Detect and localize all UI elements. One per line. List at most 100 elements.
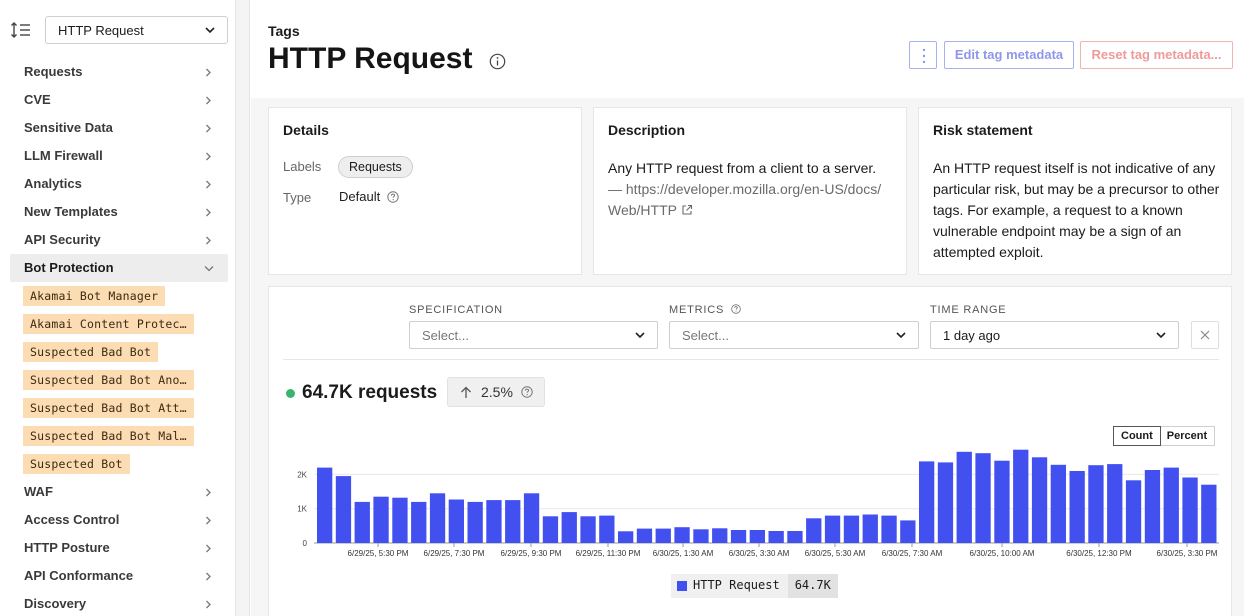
chart-bar[interactable]	[486, 500, 502, 543]
chart-bar[interactable]	[655, 528, 671, 543]
chart-bar[interactable]	[1107, 464, 1123, 543]
sidebar-subitem[interactable]: Suspected Bad Bot Mal…	[10, 422, 228, 450]
chart-bar[interactable]	[1144, 470, 1161, 543]
more-actions-button[interactable]	[909, 41, 937, 69]
chart-bar[interactable]	[467, 501, 483, 543]
sidebar-subitem[interactable]: Suspected Bad Bot Ano…	[10, 366, 228, 394]
sidebar-item-access-control[interactable]: Access Control	[10, 506, 228, 534]
chart-bar[interactable]	[580, 516, 596, 543]
chart-bar[interactable]	[1069, 471, 1085, 543]
chart-bar[interactable]	[730, 530, 747, 543]
chart-bar[interactable]	[843, 515, 860, 543]
chevron-right-icon	[206, 544, 211, 553]
sidebar-item-discovery[interactable]: Discovery	[10, 590, 228, 616]
help-icon[interactable]	[521, 386, 533, 398]
sidebar-splitter[interactable]	[236, 0, 250, 616]
sidebar-item-llm-firewall[interactable]: LLM Firewall	[10, 142, 228, 170]
chart-bar[interactable]	[768, 531, 784, 543]
x-tick-label: 6/30/25, 5:30 AM	[805, 549, 866, 558]
chart-bar[interactable]	[900, 520, 916, 543]
sidebar-subitem[interactable]: Akamai Content Protec…	[10, 310, 228, 338]
sidebar-item-cve[interactable]: CVE	[10, 86, 228, 114]
sidebar-item-requests[interactable]: Requests	[10, 58, 228, 86]
chart-bar[interactable]	[806, 518, 822, 543]
chart-bar[interactable]	[1182, 477, 1198, 544]
chart-bar[interactable]	[561, 512, 577, 543]
reset-tag-metadata-button[interactable]: Reset tag metadata...	[1080, 41, 1233, 69]
chart-bar[interactable]	[919, 461, 935, 543]
specification-select[interactable]: Select...	[409, 321, 658, 349]
risk-text: An HTTP request itself is not indicative…	[933, 160, 1220, 260]
chart-bar[interactable]	[1088, 465, 1104, 543]
description-link-line-2[interactable]: Web/HTTP	[608, 202, 677, 218]
chart-bar[interactable]	[523, 493, 540, 543]
description-link[interactable]: Web/HTTP	[608, 200, 900, 221]
chart-bar[interactable]	[636, 528, 653, 543]
chart-bar[interactable]	[994, 460, 1010, 543]
sidebar-item-api-security[interactable]: API Security	[10, 226, 228, 254]
chart-bar[interactable]	[1013, 449, 1029, 543]
chart-bar[interactable]	[749, 530, 765, 543]
chart-bar[interactable]	[1125, 480, 1142, 543]
chart-bar[interactable]	[975, 453, 991, 543]
sidebar-subitem[interactable]: Suspected Bot	[10, 450, 228, 478]
time-range-select[interactable]: 1 day ago	[930, 321, 1179, 349]
chart-bar[interactable]	[693, 529, 709, 543]
chart-bar[interactable]	[317, 467, 333, 543]
sidebar-subitem[interactable]: Suspected Bad Bot	[10, 338, 228, 366]
x-tick-label: 6/29/25, 5:30 PM	[348, 549, 409, 558]
chart-bar[interactable]	[599, 515, 615, 543]
chart-bar[interactable]	[429, 493, 446, 543]
chart-bar[interactable]	[862, 514, 878, 544]
chart-bar[interactable]	[354, 501, 370, 543]
chart-bar[interactable]	[712, 528, 728, 543]
help-icon[interactable]	[731, 304, 741, 314]
metrics-select[interactable]: Select...	[669, 321, 919, 349]
help-icon[interactable]	[387, 191, 399, 203]
x-tick-label: 6/29/25, 11:30 PM	[576, 549, 641, 558]
chart-bar[interactable]	[1050, 464, 1066, 543]
chart-bar[interactable]	[542, 516, 559, 543]
chart-bar[interactable]	[1031, 457, 1048, 543]
chart-legend[interactable]: HTTP Request 64.7K	[671, 574, 838, 598]
chart-bar[interactable]	[411, 501, 427, 543]
chevron-right-icon	[206, 516, 211, 525]
labels-key: Labels	[283, 159, 322, 174]
sidebar-item-bot-protection[interactable]: Bot Protection	[10, 254, 228, 282]
sidebar-item-waf[interactable]: WAF	[10, 478, 228, 506]
sidebar-item-api-conformance[interactable]: API Conformance	[10, 562, 228, 590]
chart-bar[interactable]	[505, 500, 521, 543]
sidebar-item-new-templates[interactable]: New Templates	[10, 198, 228, 226]
sidebar-toggle-icon[interactable]	[10, 21, 32, 39]
edit-tag-metadata-button[interactable]: Edit tag metadata	[944, 41, 1074, 69]
count-toggle[interactable]: Count	[1113, 426, 1161, 446]
chart-bar[interactable]	[1163, 467, 1179, 543]
chart-bar[interactable]	[674, 527, 690, 543]
sidebar-item-analytics[interactable]: Analytics	[10, 170, 228, 198]
chart-bar[interactable]	[618, 531, 634, 543]
sidebar-item-sensitive-data[interactable]: Sensitive Data	[10, 114, 228, 142]
percent-toggle[interactable]: Percent	[1166, 430, 1208, 442]
chart-bar[interactable]	[787, 531, 803, 543]
breadcrumb[interactable]: Tags	[268, 23, 300, 39]
sidebar-subitem[interactable]: Akamai Bot Manager	[10, 282, 228, 310]
info-icon[interactable]	[489, 53, 506, 70]
description-link-line-1[interactable]: — https://developer.mozilla.org/en-US/do…	[608, 181, 882, 197]
chart-bar[interactable]	[448, 499, 464, 544]
chart-bar[interactable]	[881, 515, 897, 543]
chart-bar[interactable]	[335, 476, 352, 543]
chart-bar[interactable]	[956, 451, 972, 543]
risk-statement-card: Risk statement An HTTP request itself is…	[918, 107, 1232, 275]
label-pill[interactable]: Requests	[338, 156, 413, 178]
chart-bar[interactable]	[824, 515, 841, 543]
chart-bar[interactable]	[392, 497, 408, 543]
chart-bar[interactable]	[1201, 484, 1217, 543]
tag-selector[interactable]: HTTP Request	[45, 16, 228, 44]
sidebar-item-http-posture[interactable]: HTTP Posture	[10, 534, 228, 562]
chart-bar[interactable]	[373, 496, 389, 543]
sidebar-subitem[interactable]: Suspected Bad Bot Att…	[10, 394, 228, 422]
chart-bar[interactable]	[937, 462, 954, 543]
clear-filters-button[interactable]	[1191, 321, 1219, 349]
main-content: Tags HTTP Request Edit tag metadata Rese…	[251, 0, 1244, 616]
chevron-right-icon	[206, 68, 211, 77]
